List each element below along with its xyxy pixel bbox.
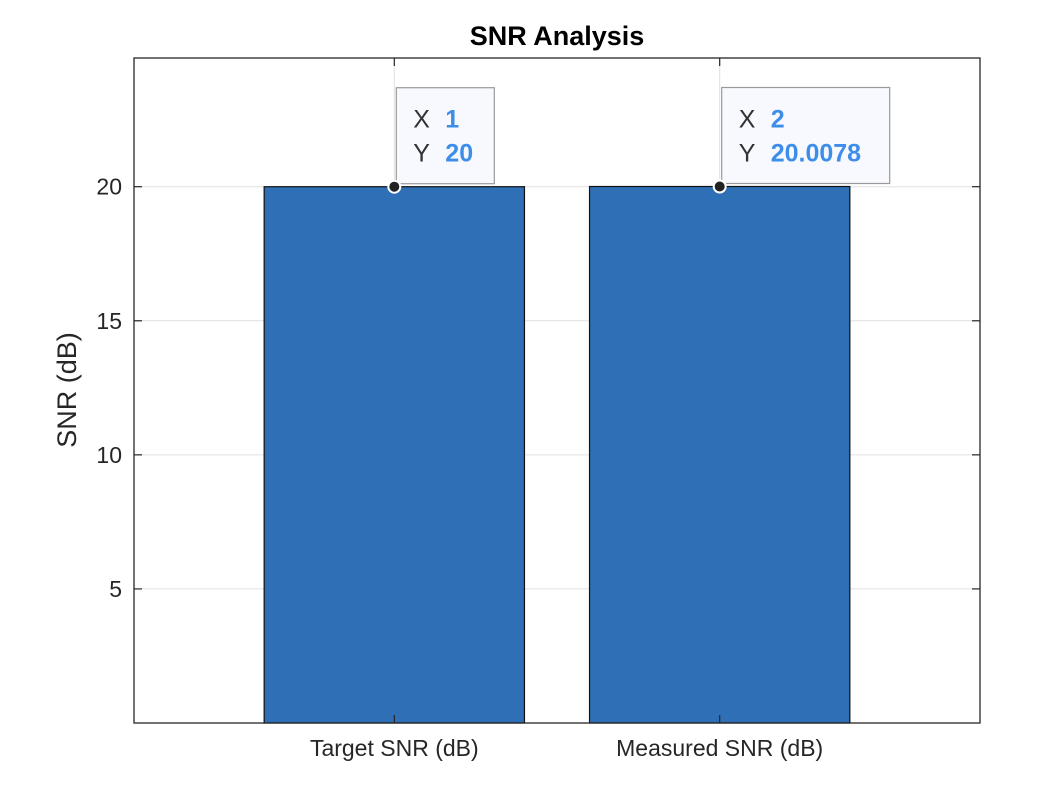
data-tip: X 1Y 20 xyxy=(387,87,495,194)
axes-box xyxy=(133,57,981,724)
y-tick-label: 20 xyxy=(96,174,122,200)
y-tick-label: 10 xyxy=(96,442,122,468)
x-tick-label: Target SNR (dB) xyxy=(310,735,479,761)
data-tip-y-value: 20.0078 xyxy=(771,140,861,168)
data-tip: X 2Y 20.0078 xyxy=(712,86,891,194)
data-tip-box xyxy=(395,87,495,185)
data-tip-x-key: X xyxy=(739,106,756,134)
chart-title: SNR Analysis xyxy=(470,21,645,51)
data-tip-x-value: 1 xyxy=(445,106,459,134)
data-tip-marker[interactable] xyxy=(712,179,727,194)
x-axis-ticks: Target SNR (dB) Measured SNR (dB) xyxy=(310,58,823,761)
data-tip-y-key: Y xyxy=(739,140,756,168)
y-tick-label: 5 xyxy=(109,576,122,602)
data-tips: X 1Y 20X 2Y 20.0078 xyxy=(387,86,891,194)
data-tip-box xyxy=(721,86,891,185)
data-tip-x-value: 2 xyxy=(771,106,785,134)
data-tip-x-key: X xyxy=(413,106,430,134)
data-tip-marker[interactable] xyxy=(387,179,402,194)
data-tip-y-key: Y xyxy=(413,140,430,168)
y-tick-label: 15 xyxy=(96,308,122,334)
y-axis-label: SNR (dB) xyxy=(52,332,82,448)
y-axis-ticks: 5 10 15 20 xyxy=(96,174,980,602)
x-tick-label: Measured SNR (dB) xyxy=(616,735,823,761)
bars xyxy=(263,185,851,724)
data-tip-y-value: 20 xyxy=(445,140,473,168)
bar[interactable] xyxy=(263,186,526,724)
bar[interactable] xyxy=(588,185,851,724)
